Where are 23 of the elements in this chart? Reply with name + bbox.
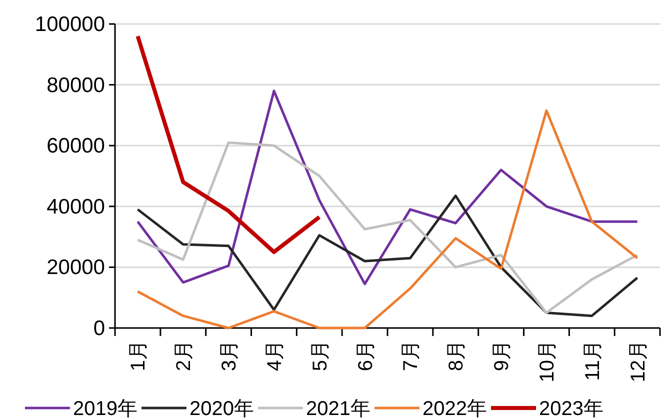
x-tick-label: 9月 — [491, 340, 514, 372]
y-tick-label: 80000 — [46, 74, 105, 97]
legend-label: 2023年 — [539, 398, 604, 418]
x-tick-label: 11月 — [582, 340, 604, 381]
x-tick-label: 10月 — [536, 340, 558, 382]
x-tick-label: 12月 — [627, 340, 650, 382]
y-tick-label: 60000 — [46, 134, 105, 158]
y-tick-label: 0 — [93, 317, 105, 340]
legend-label: 2022年 — [422, 398, 487, 418]
x-tick-label: 6月 — [354, 340, 377, 372]
legend-label: 2019年 — [73, 398, 138, 418]
x-tick-label: 4月 — [264, 340, 286, 372]
y-tick-label: 20000 — [46, 256, 105, 280]
y-tick-label: 40000 — [46, 195, 105, 218]
x-tick-label: 1月 — [128, 340, 150, 372]
x-tick-label: 8月 — [446, 340, 468, 372]
legend-label: 2020年 — [190, 398, 254, 418]
x-tick-label: 7月 — [400, 340, 422, 372]
x-tick-label: 3月 — [218, 340, 241, 372]
x-tick-label: 2月 — [173, 340, 196, 372]
y-tick-label: 100000 — [34, 13, 105, 36]
x-tick-label: 5月 — [309, 340, 332, 372]
legend-label: 2021年 — [306, 398, 370, 418]
